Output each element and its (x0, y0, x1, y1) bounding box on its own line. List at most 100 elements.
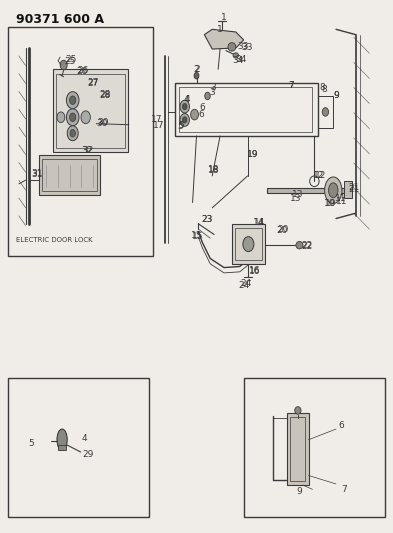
Polygon shape (267, 188, 344, 193)
Text: 9: 9 (333, 92, 339, 100)
Bar (235, 228, 262, 260)
Ellipse shape (60, 60, 67, 70)
Text: 19: 19 (246, 150, 258, 159)
Bar (8, 27, 153, 256)
Text: 15: 15 (191, 231, 202, 240)
Text: 29: 29 (83, 450, 94, 458)
Text: 34: 34 (235, 55, 246, 64)
Text: 14: 14 (253, 219, 264, 227)
Ellipse shape (180, 100, 189, 113)
Ellipse shape (228, 43, 236, 51)
Ellipse shape (243, 237, 254, 252)
Ellipse shape (296, 241, 303, 249)
Ellipse shape (322, 108, 329, 116)
Text: 17: 17 (152, 121, 164, 130)
Text: 1: 1 (221, 13, 227, 22)
Text: 27: 27 (88, 78, 99, 87)
Bar (58, 445, 66, 450)
Text: 28: 28 (100, 92, 111, 100)
Ellipse shape (70, 130, 75, 137)
Text: 14: 14 (254, 219, 265, 227)
Text: 12: 12 (315, 172, 326, 180)
Text: 6: 6 (199, 103, 205, 112)
Ellipse shape (191, 109, 198, 120)
Text: 12: 12 (314, 172, 325, 180)
Text: 13: 13 (290, 194, 301, 203)
Ellipse shape (205, 92, 210, 100)
Ellipse shape (66, 109, 79, 126)
Bar (53, 69, 128, 152)
Ellipse shape (66, 92, 79, 109)
Text: 17: 17 (151, 116, 163, 124)
Text: 23: 23 (202, 215, 213, 224)
Bar (8, 378, 149, 517)
Polygon shape (204, 29, 244, 49)
Text: 16: 16 (249, 266, 261, 275)
Ellipse shape (295, 407, 301, 414)
Bar (244, 378, 385, 517)
Text: 4: 4 (82, 434, 87, 442)
Text: 4: 4 (184, 95, 189, 104)
Polygon shape (344, 181, 352, 198)
Text: 9: 9 (297, 487, 302, 496)
Ellipse shape (180, 114, 189, 126)
Text: 24: 24 (240, 279, 251, 288)
Text: 5: 5 (177, 122, 183, 131)
Bar (39, 155, 100, 195)
Text: 9: 9 (333, 92, 339, 100)
Text: 5: 5 (29, 439, 34, 448)
Ellipse shape (67, 126, 78, 141)
Text: 1: 1 (217, 25, 223, 34)
Text: 32: 32 (83, 146, 94, 155)
Text: ELECTRIC DOOR LOCK: ELECTRIC DOOR LOCK (16, 237, 92, 243)
Bar (287, 413, 309, 485)
Text: 26: 26 (77, 67, 88, 76)
Text: 7: 7 (341, 485, 347, 494)
Text: 23: 23 (202, 215, 213, 224)
Text: 21: 21 (348, 183, 359, 192)
Text: 6: 6 (338, 421, 344, 430)
Ellipse shape (57, 429, 67, 450)
Text: 6: 6 (198, 110, 204, 119)
Bar (42, 159, 97, 191)
Text: 11: 11 (336, 197, 348, 206)
Text: 4: 4 (185, 95, 191, 104)
Text: 13: 13 (292, 190, 304, 199)
Text: 7: 7 (288, 81, 294, 90)
Text: 90371 600 A: 90371 600 A (16, 13, 104, 26)
Text: 11: 11 (335, 194, 347, 203)
Text: 20: 20 (277, 225, 288, 233)
Text: 34: 34 (232, 56, 243, 65)
Ellipse shape (182, 103, 187, 110)
Text: 19: 19 (246, 150, 258, 159)
Text: 24: 24 (239, 281, 250, 289)
Text: 15: 15 (192, 232, 204, 240)
Ellipse shape (70, 113, 76, 122)
Ellipse shape (233, 53, 239, 58)
Ellipse shape (325, 177, 342, 204)
Text: 31: 31 (31, 169, 43, 178)
Bar (318, 96, 333, 128)
Bar (179, 87, 312, 132)
Text: 26: 26 (78, 66, 89, 75)
Bar (290, 417, 305, 481)
Ellipse shape (70, 96, 76, 104)
Text: 33: 33 (241, 44, 253, 52)
Text: 25: 25 (65, 55, 76, 64)
Text: 33: 33 (237, 43, 249, 51)
Text: 20: 20 (277, 226, 288, 235)
Text: 7: 7 (288, 81, 294, 90)
Text: 3: 3 (209, 88, 215, 96)
Bar (175, 83, 318, 136)
Text: 22: 22 (302, 242, 313, 251)
Text: 25: 25 (64, 57, 75, 66)
Ellipse shape (57, 112, 65, 123)
Ellipse shape (194, 72, 199, 79)
Ellipse shape (81, 111, 90, 124)
Bar (56, 74, 125, 148)
Text: 28: 28 (100, 91, 111, 99)
Text: 16: 16 (249, 268, 261, 276)
Text: 5: 5 (179, 121, 184, 130)
Ellipse shape (329, 183, 338, 198)
Text: 8: 8 (321, 85, 327, 94)
